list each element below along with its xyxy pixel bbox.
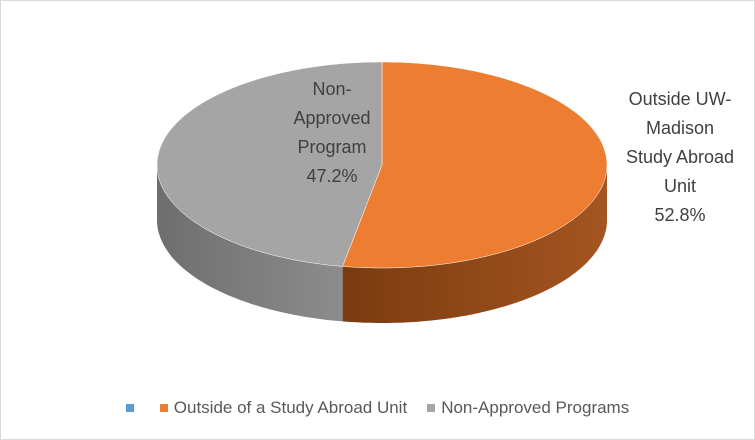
data-label: Outside UW-Madison Study Abroad Unit 52.8… [621,85,739,230]
legend-swatch [159,404,168,412]
data-label-value: 52.8% [654,205,706,225]
slice-side [342,165,607,323]
legend-swatch [427,404,436,412]
legend-item [125,404,140,412]
data-label-value: 47.2% [306,166,358,186]
slice-side [157,165,343,322]
data-label-name: Non-Approved Program [293,79,371,157]
legend-item: Non-Approved Programs [427,398,629,418]
legend-swatch [125,404,134,412]
legend-label: Non-Approved Programs [441,398,630,417]
data-label-name: Outside UW-Madison Study Abroad Unit [625,89,735,196]
legend: Outside of a Study Abroad Unit Non-Approv… [0,395,755,421]
slice [156,61,383,267]
slice [342,61,608,269]
legend-item: Outside of a Study Abroad Unit [159,398,408,418]
data-label: Non-Approved Program 47.2% [287,75,377,191]
legend-label: Outside of a Study Abroad Unit [173,398,408,417]
